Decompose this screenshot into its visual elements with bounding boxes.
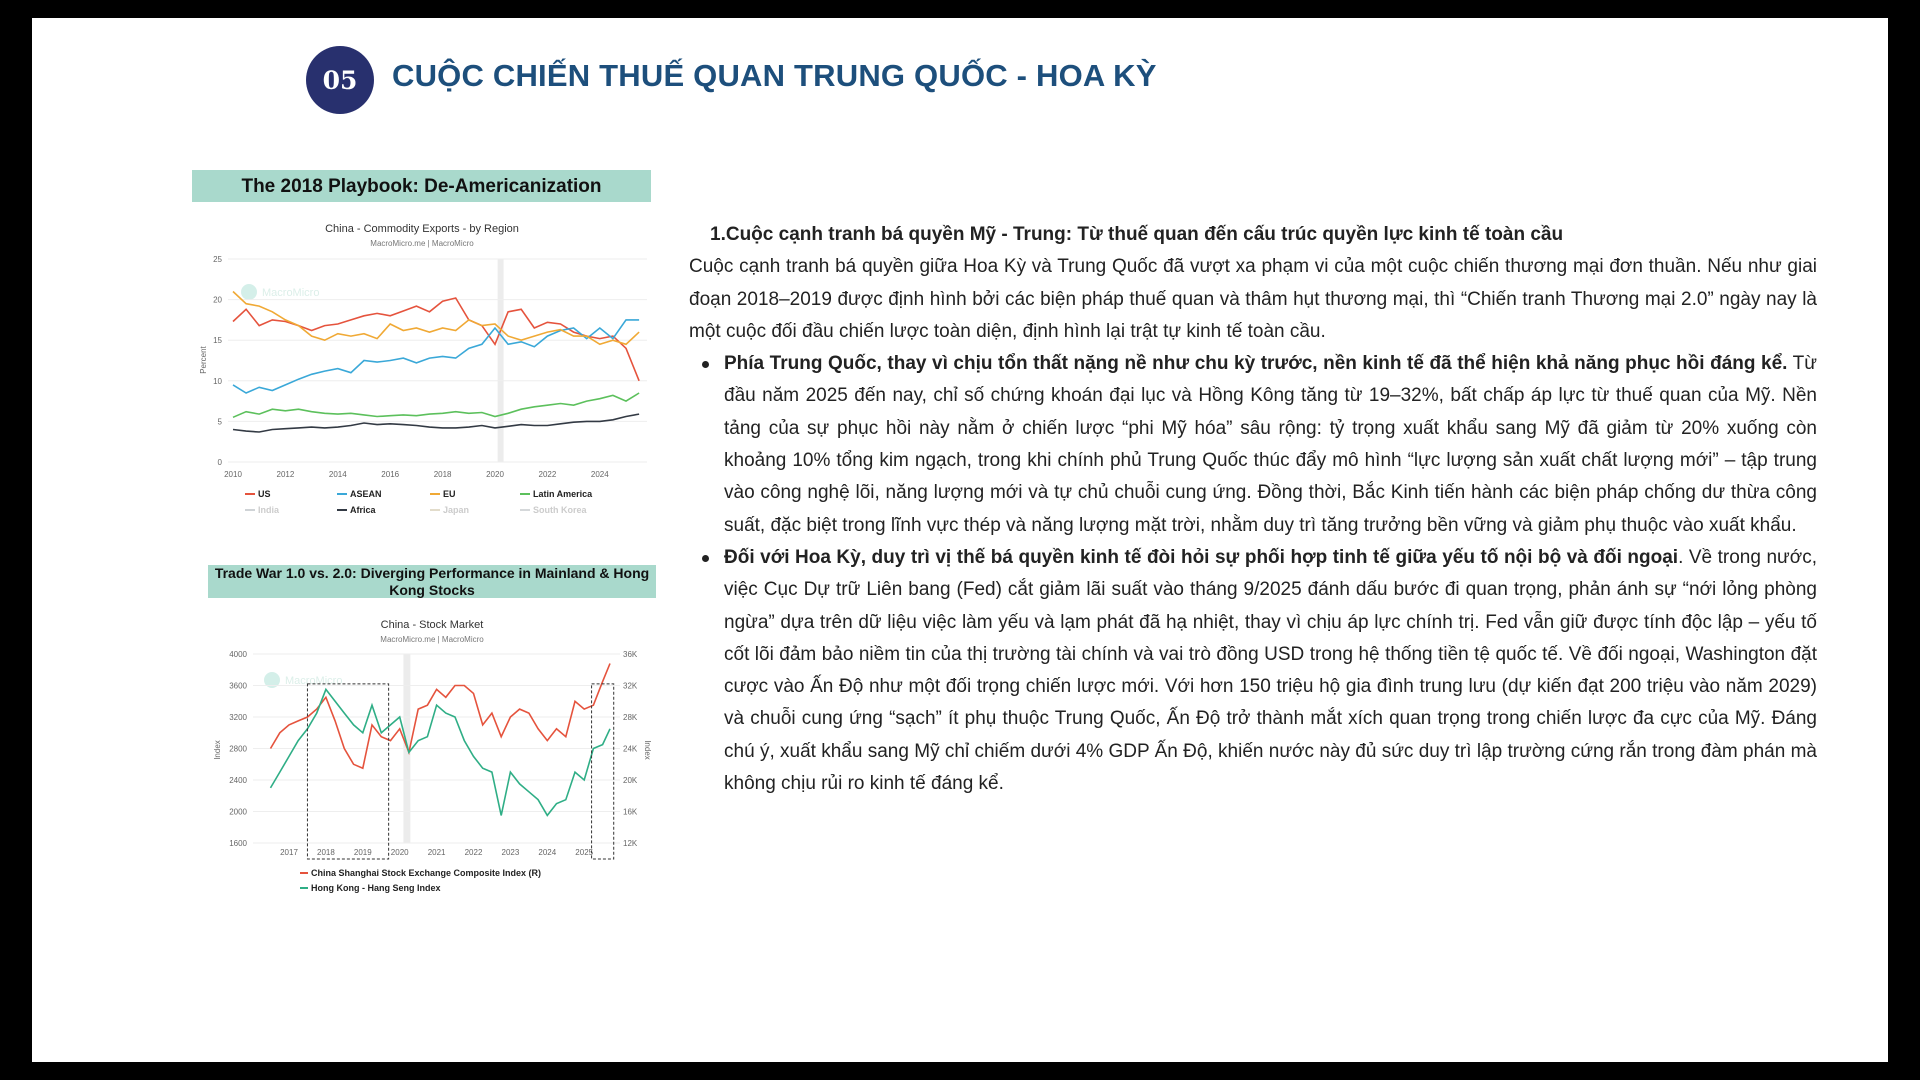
x-tick-label: 2020	[391, 848, 409, 857]
y-axis-label: Percent	[199, 345, 208, 373]
x-tick-label: 2018	[317, 848, 335, 857]
chart-title: China - Stock Market	[381, 619, 484, 631]
heading-number: 1.	[710, 224, 726, 245]
y-tick-label: 0	[218, 458, 223, 467]
series-line-latin-america	[232, 392, 640, 419]
covid-band	[497, 259, 504, 462]
chart-subtitle: MacroMicro.me | MacroMicro	[370, 239, 474, 248]
trade-war-period-box	[306, 683, 390, 860]
x-tick-label: 2019	[354, 848, 372, 857]
watermark-logo	[241, 284, 257, 300]
series-line-us	[232, 297, 640, 382]
y-tick-label-left: 3200	[229, 713, 247, 722]
chart-title: China - Commodity Exports - by Region	[325, 223, 519, 235]
y-tick-label-right: 32K	[623, 682, 638, 691]
series-line-eu	[232, 290, 640, 346]
y-tick-label-left: 4000	[229, 650, 247, 659]
legend-label: Japan	[443, 505, 469, 515]
commodity-exports-chart: China - Commodity Exports - by Region Mac…	[199, 223, 647, 515]
y-tick-label-right: 20K	[623, 776, 638, 785]
y-tick-label-right: 16K	[623, 808, 638, 817]
y-axis-label-right: Index	[643, 740, 652, 760]
x-tick-label: 2017	[280, 848, 298, 857]
stock-market-chart: China - Stock Market MacroMicro.me | Macr…	[213, 619, 652, 893]
legend-label: US	[258, 489, 271, 499]
article-body: 1.Cuộc cạnh tranh bá quyền Mỹ - Trung: T…	[689, 219, 1817, 800]
y-tick-label-left: 2800	[229, 745, 247, 754]
y-tick-label: 15	[213, 336, 222, 345]
series-line-africa	[232, 413, 640, 433]
legend-label: Africa	[350, 505, 377, 515]
y-tick-label-left: 3600	[229, 682, 247, 691]
legend-label: South Korea	[533, 505, 587, 515]
x-tick-label: 2016	[381, 470, 399, 479]
legend-label: ASEAN	[350, 489, 382, 499]
x-tick-label: 2025	[575, 848, 593, 857]
x-tick-label: 2018	[434, 470, 452, 479]
x-tick-label: 2022	[465, 848, 483, 857]
chart-subtitle: MacroMicro.me | MacroMicro	[380, 635, 484, 644]
trade-war-period-box	[591, 683, 615, 860]
bullet-list: Phía Trung Quốc, thay vì chịu tổn thất n…	[689, 348, 1817, 800]
y-tick-label-right: 24K	[623, 745, 638, 754]
bullet-text: Từ đầu năm 2025 đến nay, chỉ số chứng kh…	[724, 353, 1817, 536]
article-heading: 1.Cuộc cạnh tranh bá quyền Mỹ - Trung: T…	[689, 219, 1817, 251]
x-tick-label: 2014	[329, 470, 347, 479]
chart1-panel-title: The 2018 Playbook: De-Americanization	[192, 170, 651, 202]
y-tick-label-right: 36K	[623, 650, 638, 659]
article-intro: Cuộc cạnh tranh bá quyền giữa Hoa Kỳ và …	[689, 256, 1817, 342]
y-tick-label: 20	[213, 296, 222, 305]
x-tick-label: 2010	[224, 470, 242, 479]
x-tick-label: 2023	[502, 848, 520, 857]
watermark-text: MacroMicro	[262, 287, 319, 299]
y-tick-label: 25	[213, 255, 222, 264]
x-tick-label: 2024	[591, 470, 609, 479]
x-tick-label: 2020	[486, 470, 504, 479]
x-tick-label: 2021	[428, 848, 446, 857]
bullet-text: . Về trong nước, việc Cục Dự trữ Liên ba…	[724, 546, 1817, 795]
chart2-panel-title: Trade War 1.0 vs. 2.0: Diverging Perform…	[208, 565, 656, 598]
legend-label: EU	[443, 489, 456, 499]
series-line-shanghai	[269, 663, 611, 770]
series-line-asean	[232, 319, 640, 394]
x-tick-label: 2022	[539, 470, 557, 479]
legend-label: China Shanghai Stock Exchange Composite …	[311, 868, 541, 878]
series-line-hang-seng	[269, 687, 611, 817]
y-tick-label-left: 2000	[229, 808, 247, 817]
y-tick-label-left: 2400	[229, 776, 247, 785]
y-tick-label-right: 28K	[623, 713, 638, 722]
y-tick-label: 5	[218, 417, 223, 426]
watermark-logo	[264, 672, 280, 688]
y-tick-label: 10	[213, 377, 222, 386]
heading-text: Cuộc cạnh tranh bá quyền Mỹ - Trung: Từ …	[725, 224, 1564, 245]
y-tick-label-left: 1600	[229, 839, 247, 848]
legend-label: India	[258, 505, 280, 515]
bullet-china: Phía Trung Quốc, thay vì chịu tổn thất n…	[702, 348, 1817, 542]
legend-label: Latin America	[533, 489, 593, 499]
bullet-us: Đối với Hoa Kỳ, duy trì vị thế bá quyền …	[702, 542, 1817, 800]
y-tick-label-right: 12K	[623, 839, 638, 848]
section-number-badge: 05	[306, 46, 374, 114]
bullet-lead: Đối với Hoa Kỳ, duy trì vị thế bá quyền …	[724, 546, 1679, 568]
x-tick-label: 2024	[538, 848, 556, 857]
slide-title: CUỘC CHIẾN THUẾ QUAN TRUNG QUỐC - HOA KỲ	[392, 58, 1157, 93]
legend-label: Hong Kong - Hang Seng Index	[311, 883, 441, 893]
x-tick-label: 2012	[277, 470, 295, 479]
y-axis-label-left: Index	[213, 740, 222, 760]
bullet-lead: Phía Trung Quốc, thay vì chịu tổn thất n…	[724, 353, 1788, 375]
